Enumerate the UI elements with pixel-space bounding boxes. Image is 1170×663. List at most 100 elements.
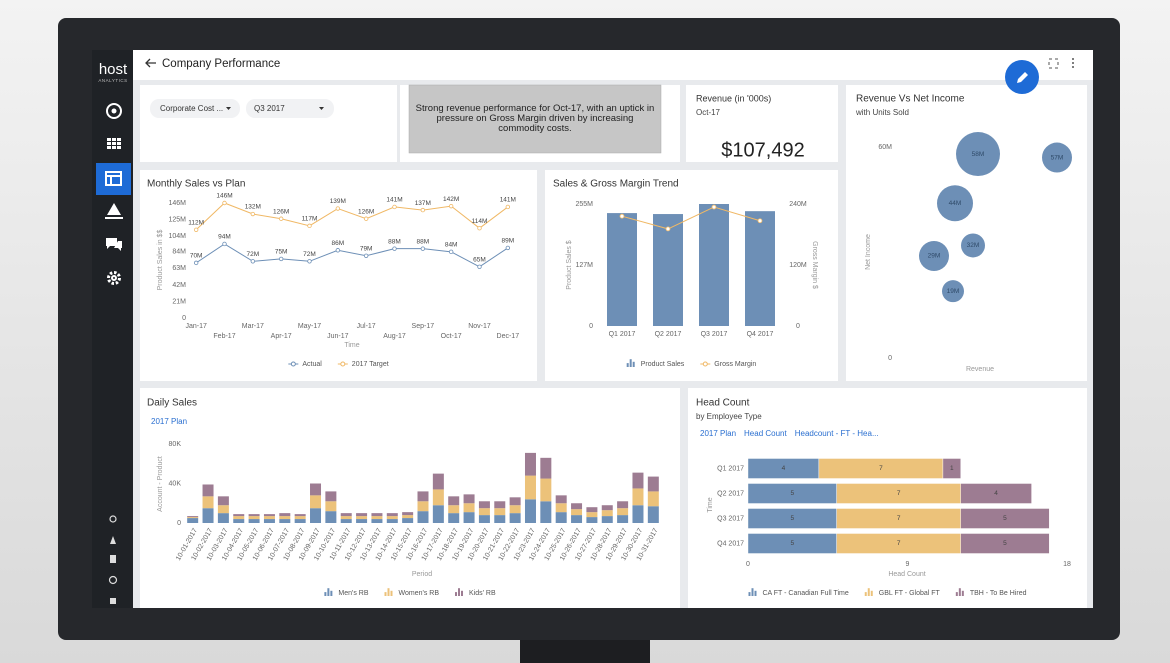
filter-pill[interactable] bbox=[246, 99, 334, 118]
bar-segment bbox=[325, 511, 337, 523]
bar-segment bbox=[187, 517, 199, 519]
y-axis-title: Time bbox=[707, 497, 714, 512]
bar-segment bbox=[555, 512, 567, 523]
data-point bbox=[363, 216, 369, 221]
nav-grid[interactable] bbox=[107, 138, 121, 149]
chart-link[interactable]: Head Count bbox=[744, 429, 787, 438]
bar bbox=[607, 213, 637, 326]
data-point bbox=[363, 253, 369, 258]
x-tick-label: Nov-17 bbox=[468, 323, 491, 330]
legend-marker bbox=[324, 592, 327, 596]
legend-label: Women's RB bbox=[399, 590, 440, 597]
bar-segment bbox=[371, 516, 383, 520]
x-tick-label: Dec-17 bbox=[497, 333, 520, 340]
bar-segment bbox=[448, 513, 460, 523]
nav-chat[interactable] bbox=[106, 238, 122, 251]
data-label: 88M bbox=[417, 238, 430, 245]
filter-label[interactable]: Q3 2017 bbox=[254, 104, 285, 113]
more-menu[interactable] bbox=[1072, 58, 1074, 68]
logo-sub: ANALYTICS bbox=[98, 78, 127, 83]
nav-alerts[interactable] bbox=[110, 536, 116, 544]
bar-segment bbox=[371, 513, 383, 517]
legend: CA FT - Canadian Full Time GBL FT - Globa… bbox=[748, 588, 1027, 597]
dropdown-caret bbox=[226, 107, 231, 110]
data-point bbox=[420, 246, 426, 251]
legend-marker bbox=[754, 590, 757, 596]
nav-box[interactable] bbox=[110, 598, 116, 604]
filter-pill[interactable] bbox=[150, 99, 240, 118]
bar-segment bbox=[417, 491, 429, 502]
x-tick-label: Jun-17 bbox=[327, 333, 349, 340]
back-arrow[interactable] bbox=[145, 58, 156, 68]
bar-segment bbox=[540, 457, 552, 479]
bar-segment bbox=[356, 513, 368, 517]
bar-segment bbox=[202, 496, 214, 509]
data-point bbox=[448, 203, 454, 209]
data-point bbox=[711, 204, 717, 210]
data-point bbox=[193, 260, 199, 266]
bubble bbox=[942, 280, 964, 303]
bar-segment bbox=[217, 496, 229, 506]
nav-docs[interactable] bbox=[110, 555, 116, 563]
bar-segment bbox=[202, 508, 214, 523]
charts: Monthly Sales vs Plan Product Sales in $$… bbox=[140, 85, 1087, 608]
nav-search[interactable] bbox=[109, 515, 117, 523]
x-axis-title: Head Count bbox=[888, 571, 925, 578]
bar-segment bbox=[248, 514, 260, 517]
y-tick-label: Q1 2017 bbox=[717, 465, 744, 472]
data-label: 117M bbox=[302, 216, 318, 223]
bar-segment bbox=[601, 505, 613, 511]
nav-hierarchy[interactable] bbox=[105, 203, 123, 219]
filter-label[interactable]: Corporate Cost ... bbox=[160, 104, 223, 113]
data-point bbox=[505, 204, 511, 210]
bar-segment bbox=[571, 515, 583, 523]
chart-subtitle: with Units Sold bbox=[855, 108, 909, 117]
data-label: 57M bbox=[1051, 154, 1064, 161]
nav-settings[interactable] bbox=[107, 271, 121, 285]
bar-segment bbox=[310, 495, 322, 509]
bar-segment bbox=[540, 478, 552, 502]
chart-link[interactable]: 2017 Plan bbox=[700, 429, 736, 438]
nav-dashboard[interactable] bbox=[105, 171, 122, 186]
bar-segment bbox=[647, 506, 659, 523]
note-box bbox=[408, 84, 662, 154]
data-point bbox=[392, 246, 397, 251]
chart-link[interactable]: Headcount - FT - Hea... bbox=[795, 429, 879, 438]
data-label: 132M bbox=[245, 204, 261, 211]
bar-segment bbox=[632, 472, 644, 489]
data-label: 7 bbox=[897, 515, 901, 522]
bar-segment bbox=[960, 483, 1032, 504]
bar-segment bbox=[233, 514, 245, 517]
bar-segment bbox=[356, 519, 368, 523]
data-label: 5 bbox=[790, 540, 794, 547]
bar-segment bbox=[233, 516, 245, 520]
bar-segment bbox=[417, 501, 429, 512]
chart-link[interactable]: 2017 Plan bbox=[151, 417, 187, 426]
bar-segment bbox=[632, 505, 644, 523]
data-point bbox=[335, 248, 341, 253]
bar-segment bbox=[432, 489, 444, 506]
legend-marker bbox=[626, 363, 629, 367]
y-axis-title: Net Income bbox=[865, 234, 872, 270]
data-label: 141M bbox=[386, 197, 402, 204]
legend-marker bbox=[387, 588, 390, 596]
y-tick-label: 0 bbox=[177, 520, 181, 527]
nav-home[interactable] bbox=[106, 103, 122, 119]
nav-target[interactable] bbox=[108, 575, 118, 585]
legend-label: Men's RB bbox=[338, 590, 368, 597]
data-point bbox=[307, 223, 312, 229]
bubble bbox=[1042, 142, 1072, 173]
bar-segment bbox=[478, 501, 490, 509]
fullscreen-icon[interactable] bbox=[1048, 58, 1059, 69]
bar-segment bbox=[494, 508, 506, 516]
y-axis-title: Product Sales $ bbox=[566, 240, 573, 290]
bar-segment bbox=[202, 484, 214, 497]
data-label: 7 bbox=[897, 490, 901, 497]
bar-segment bbox=[294, 516, 306, 520]
legend-label: 2017 Target bbox=[352, 361, 389, 368]
x-tick-label: Q2 2017 bbox=[655, 331, 682, 338]
data-label: 75M bbox=[275, 249, 288, 256]
legend-marker bbox=[290, 361, 296, 367]
note-text: Strong revenue performance for Oct-17, w… bbox=[415, 104, 655, 134]
legend-label: TBH - To Be Hired bbox=[970, 590, 1027, 597]
